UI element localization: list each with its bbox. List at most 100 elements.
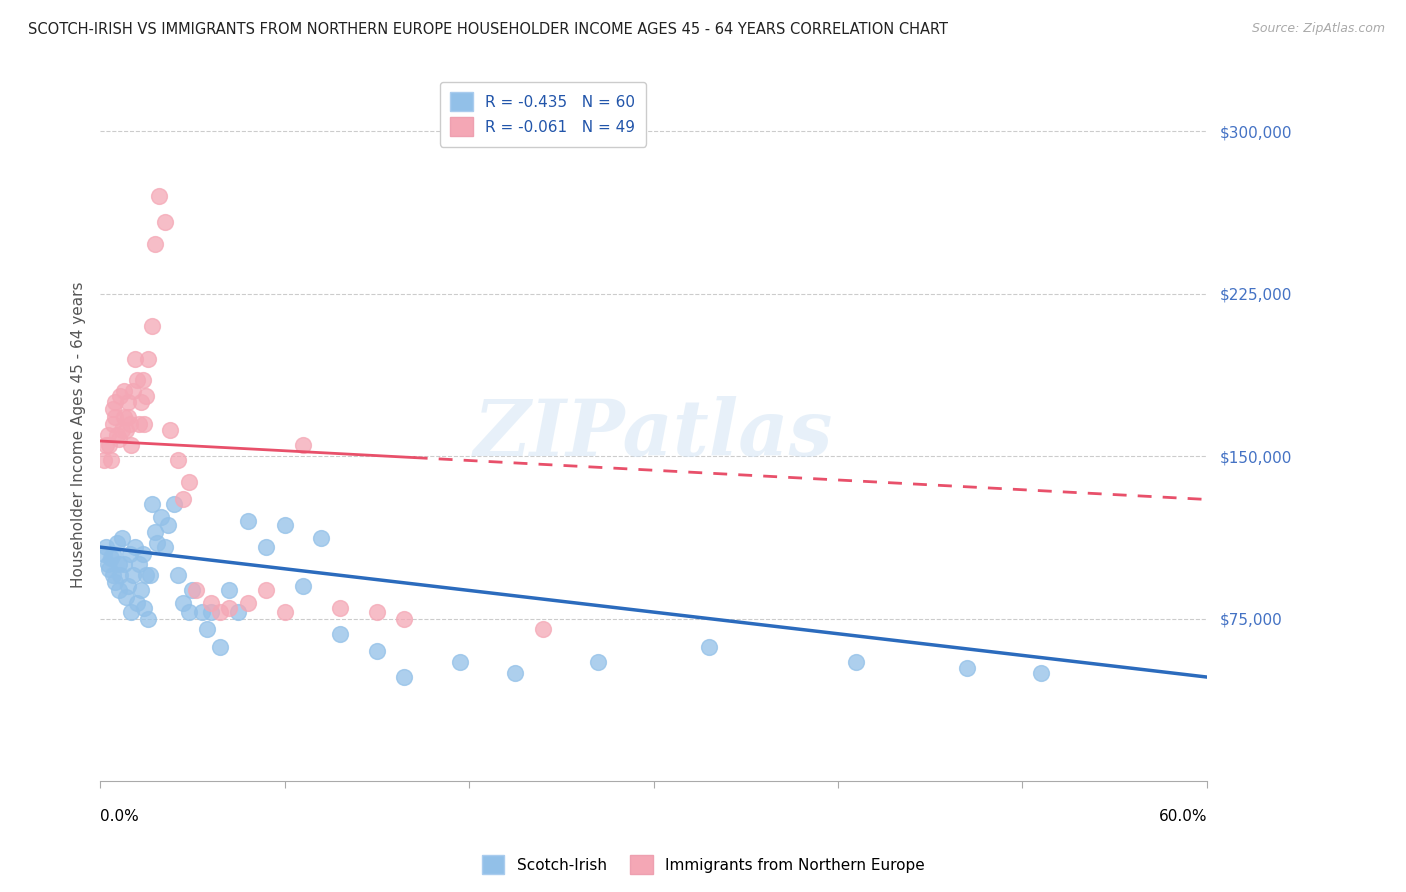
Point [134, 417, 156, 431]
Point [117, 579, 139, 593]
Point [153, 215, 176, 229]
Point [329, 626, 352, 640]
Point [118, 417, 141, 431]
Point [236, 596, 259, 610]
Point [141, 497, 163, 511]
Point [531, 623, 554, 637]
Legend: R = -0.435   N = 60, R = -0.061   N = 49: R = -0.435 N = 60, R = -0.061 N = 49 [440, 82, 647, 146]
Point [100, 453, 122, 467]
Point [125, 373, 148, 387]
Point [141, 319, 163, 334]
Point [145, 524, 167, 539]
Point [366, 644, 388, 658]
Point [117, 410, 139, 425]
Point [181, 583, 204, 598]
Point [105, 536, 128, 550]
Point [110, 388, 132, 402]
Point [273, 518, 295, 533]
Point [117, 395, 139, 409]
Point [94, 438, 117, 452]
Point [586, 655, 609, 669]
Point [166, 568, 188, 582]
Point [112, 384, 135, 399]
Point [503, 665, 526, 680]
Point [956, 661, 979, 675]
Point [101, 417, 124, 431]
Point [121, 438, 143, 452]
Point [146, 536, 169, 550]
Point [135, 568, 157, 582]
Point [200, 596, 222, 610]
Point [131, 547, 153, 561]
Point [292, 438, 315, 452]
Point [110, 568, 132, 582]
Point [150, 509, 173, 524]
Point [172, 492, 194, 507]
Point [148, 189, 170, 203]
Point [329, 600, 352, 615]
Point [159, 423, 181, 437]
Point [124, 351, 146, 366]
Point [697, 640, 720, 654]
Point [153, 540, 176, 554]
Point [134, 600, 156, 615]
Text: 0.0%: 0.0% [100, 809, 139, 823]
Point [104, 410, 127, 425]
Point [254, 540, 277, 554]
Point [111, 423, 134, 437]
Point [93, 453, 115, 467]
Legend: Scotch-Irish, Immigrants from Northern Europe: Scotch-Irish, Immigrants from Northern E… [475, 849, 931, 880]
Point [184, 583, 207, 598]
Point [163, 497, 186, 511]
Point [218, 600, 240, 615]
Point [135, 388, 157, 402]
Point [101, 568, 124, 582]
Point [96, 427, 118, 442]
Point [121, 605, 143, 619]
Point [128, 417, 150, 431]
Point [131, 373, 153, 387]
Point [190, 605, 212, 619]
Point [104, 574, 127, 589]
Point [122, 568, 145, 582]
Point [96, 558, 118, 572]
Point [128, 558, 150, 572]
Point [93, 547, 115, 561]
Point [94, 540, 117, 554]
Point [1029, 665, 1052, 680]
Point [228, 605, 250, 619]
Point [166, 453, 188, 467]
Point [449, 655, 471, 669]
Point [107, 558, 129, 572]
Point [136, 611, 159, 625]
Text: ZIPatlas: ZIPatlas [474, 396, 834, 473]
Point [129, 583, 152, 598]
Point [125, 596, 148, 610]
Point [394, 611, 416, 625]
Point [118, 547, 141, 561]
Point [273, 605, 295, 619]
Point [105, 427, 128, 442]
Point [236, 514, 259, 528]
Point [98, 562, 121, 576]
Point [172, 596, 194, 610]
Point [112, 410, 135, 425]
Point [845, 655, 868, 669]
Point [254, 583, 277, 598]
Point [115, 423, 138, 437]
Point [177, 605, 200, 619]
Point [101, 547, 124, 561]
Text: SCOTCH-IRISH VS IMMIGRANTS FROM NORTHERN EUROPE HOUSEHOLDER INCOME AGES 45 - 64 : SCOTCH-IRISH VS IMMIGRANTS FROM NORTHERN… [28, 22, 948, 37]
Point [107, 583, 129, 598]
Point [129, 395, 152, 409]
Y-axis label: Householder Income Ages 45 - 64 years: Householder Income Ages 45 - 64 years [72, 281, 86, 588]
Point [177, 475, 200, 490]
Point [107, 432, 129, 446]
Text: Source: ZipAtlas.com: Source: ZipAtlas.com [1251, 22, 1385, 36]
Point [112, 558, 135, 572]
Point [292, 579, 315, 593]
Point [98, 438, 121, 452]
Point [101, 401, 124, 416]
Point [394, 670, 416, 684]
Point [157, 518, 180, 533]
